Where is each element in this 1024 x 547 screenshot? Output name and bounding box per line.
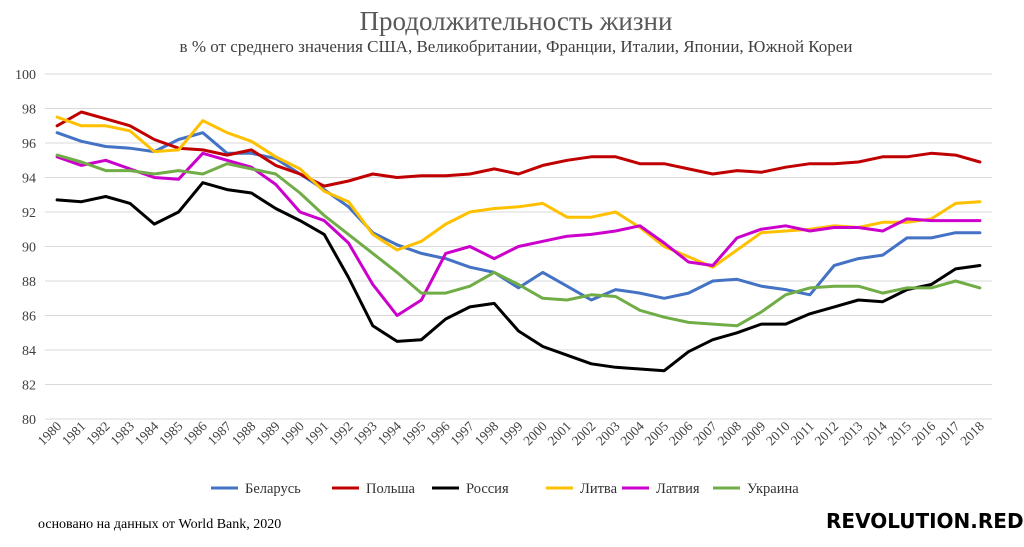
series-line [55,153,982,328]
y-tick-label: 100 [15,68,36,83]
y-tick-label: 86 [22,310,36,325]
x-tick-label: 2004 [617,418,647,448]
x-tick-label: 1994 [375,418,405,448]
series-line [55,131,982,302]
x-tick-label: 2012 [812,419,842,449]
x-tick-label: 2010 [763,418,793,448]
y-tick-label: 94 [22,172,36,187]
x-tick-label: 2005 [642,418,672,448]
x-tick-label: 1987 [205,418,235,448]
legend-label: Латвия [656,481,700,497]
y-tick-label: 84 [22,344,36,359]
x-tick-label: 1984 [132,418,162,448]
x-tick-label: 1992 [326,419,356,449]
x-tick-label: 1980 [35,418,65,448]
x-tick-label: 2017 [933,418,963,448]
series-line [55,110,982,188]
source-note: основано на данных от World Bank, 2020 [38,517,281,532]
x-tick-label: 2009 [739,418,769,448]
x-axis-ticks: 1980198119821983198419851986198719881989… [35,418,988,448]
x-tick-label: 1993 [350,418,380,448]
x-tick-label: 2002 [569,419,599,449]
x-tick-label: 2000 [520,418,550,448]
series-line [55,115,982,269]
x-tick-label: 2015 [884,418,914,448]
x-tick-label: 1982 [83,419,113,449]
x-tick-label: 1997 [447,418,477,448]
chart-subtitle: в % от среднего значения США, Великобрит… [180,37,853,56]
y-axis-ticks: 80 82 84 86 88 90 92 94 96 98 100 [15,68,36,428]
x-tick-label: 1991 [302,419,332,449]
x-tick-label: 1998 [472,418,502,448]
y-tick-label: 96 [22,137,36,152]
brand-logo: REVOLUTION.RED [826,509,1024,533]
y-tick-label: 82 [22,379,36,394]
x-tick-label: 1981 [59,419,89,449]
legend-label: Польша [366,481,416,497]
legend-label: Украина [747,481,799,497]
x-tick-label: 2011 [788,419,817,448]
x-tick-label: 1989 [253,418,283,448]
chart-title: Продолжительность жизни [360,6,673,36]
x-tick-label: 1990 [277,418,307,448]
series-line [55,151,982,317]
x-tick-label: 2006 [666,418,696,448]
x-tick-label: 1983 [107,418,137,448]
x-tick-label: 2007 [690,418,720,448]
x-tick-label: 2014 [860,418,890,448]
x-tick-label: 1988 [229,418,259,448]
x-tick-label: 1996 [423,418,453,448]
x-tick-label: 2001 [544,419,574,449]
x-tick-label: 1985 [156,418,186,448]
x-tick-label: 2013 [836,418,866,448]
series-lines [55,110,982,373]
y-tick-label: 98 [22,103,36,118]
y-tick-label: 80 [22,413,36,428]
x-tick-label: 2008 [714,418,744,448]
y-tick-label: 90 [22,241,36,256]
x-tick-label: 2003 [593,418,623,448]
x-tick-label: 1999 [496,418,526,448]
legend: Беларусь Польша Россия Литва Латвия Украина [211,481,799,497]
x-tick-label: 1986 [180,418,210,448]
legend-label: Россия [466,481,509,497]
x-tick-label: 1995 [399,418,429,448]
y-tick-label: 88 [22,275,36,290]
series-line [55,181,982,373]
legend-label: Литва [580,481,618,497]
legend-label: Беларусь [245,481,301,497]
y-tick-label: 92 [22,206,36,221]
x-tick-label: 2016 [909,418,939,448]
x-tick-label: 2018 [957,418,987,448]
